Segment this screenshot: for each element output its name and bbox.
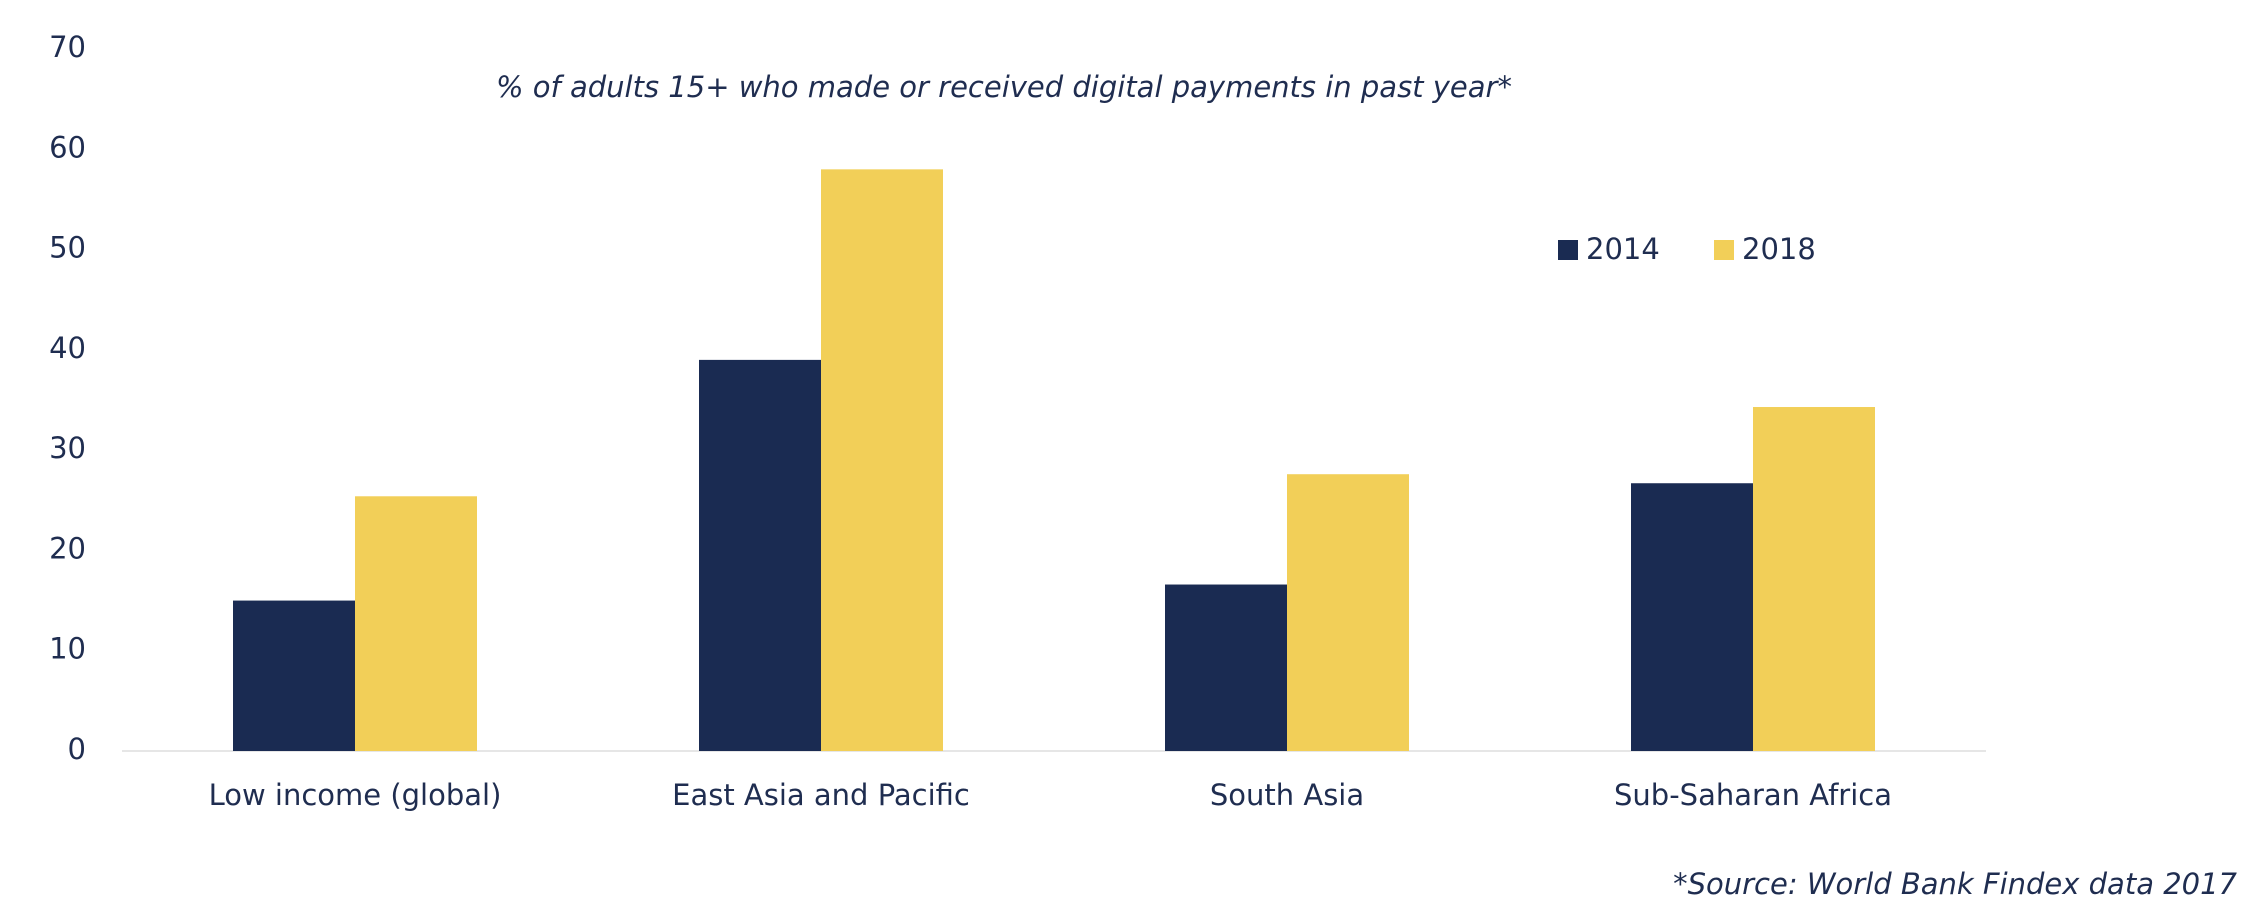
bar	[1631, 483, 1753, 751]
bar	[1165, 584, 1287, 751]
source-note: *Source: World Bank Findex data 2017	[1673, 867, 2237, 901]
y-tick-label: 40	[49, 331, 86, 365]
y-tick-label: 30	[49, 431, 86, 465]
y-tick-label: 60	[49, 130, 86, 164]
legend-label: 2018	[1742, 232, 1816, 266]
legend-swatch	[1714, 240, 1734, 260]
bar	[821, 169, 943, 752]
bar	[355, 496, 477, 751]
chart-title: % of adults 15+ who made or received dig…	[496, 70, 1512, 104]
y-tick-label: 50	[49, 231, 86, 265]
y-tick-label: 20	[49, 531, 86, 565]
x-tick-label: East Asia and Pacific	[672, 778, 970, 812]
y-tick-label: 10	[49, 632, 86, 666]
bar	[699, 359, 821, 751]
bar	[1287, 474, 1409, 751]
bar	[1753, 407, 1875, 751]
y-tick-label: 70	[49, 30, 86, 64]
x-tick-label: Sub-Saharan Africa	[1614, 778, 1892, 812]
legend-label: 2014	[1586, 232, 1660, 266]
y-tick-label: 0	[68, 732, 86, 766]
legend-swatch	[1558, 240, 1578, 260]
x-tick-label: Low income (global)	[209, 778, 502, 812]
x-tick-label: South Asia	[1210, 778, 1364, 812]
bar	[233, 600, 355, 751]
